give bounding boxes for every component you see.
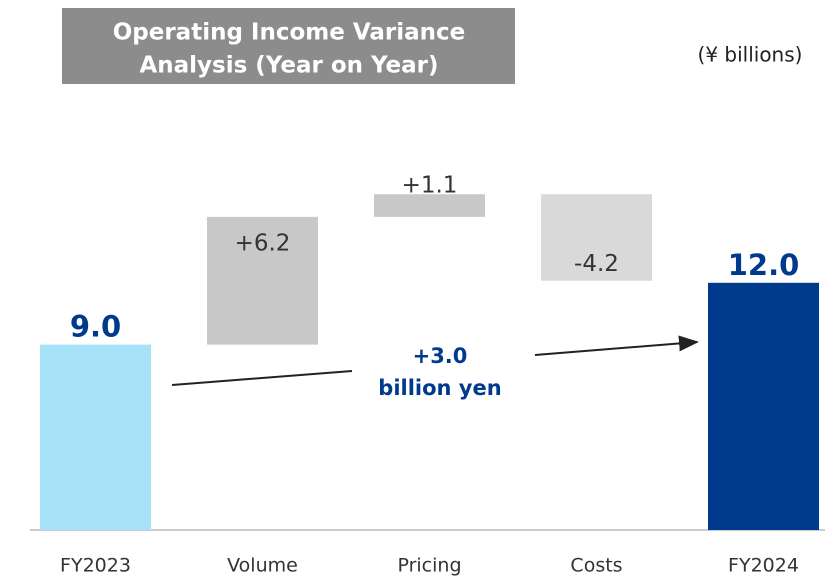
bar: [541, 194, 652, 281]
value-label: 12.0: [728, 248, 800, 282]
value-label: -4.2: [574, 251, 619, 277]
value-label: +6.2: [235, 230, 291, 256]
unit-label: (¥ billions): [698, 43, 803, 67]
x-tick-label: Costs: [570, 555, 622, 577]
chart-title: Analysis (Year on Year): [139, 53, 438, 79]
bar: [40, 344, 151, 530]
bar: [374, 194, 485, 217]
annotation: +3.0: [413, 344, 468, 368]
x-tick-label: FY2023: [60, 555, 131, 577]
x-tick-label: FY2024: [728, 555, 799, 577]
x-tick-label: Volume: [227, 555, 298, 577]
value-label: +1.1: [402, 173, 458, 199]
title-box: [62, 8, 515, 84]
bar: [708, 282, 819, 530]
arrow: [171, 370, 353, 386]
arrow: [534, 335, 699, 356]
x-tick-label: Pricing: [397, 555, 461, 577]
annotation: billion yen: [378, 376, 501, 400]
bar: [207, 216, 318, 345]
value-label: 9.0: [70, 310, 121, 344]
chart-title: Operating Income Variance: [113, 20, 466, 46]
